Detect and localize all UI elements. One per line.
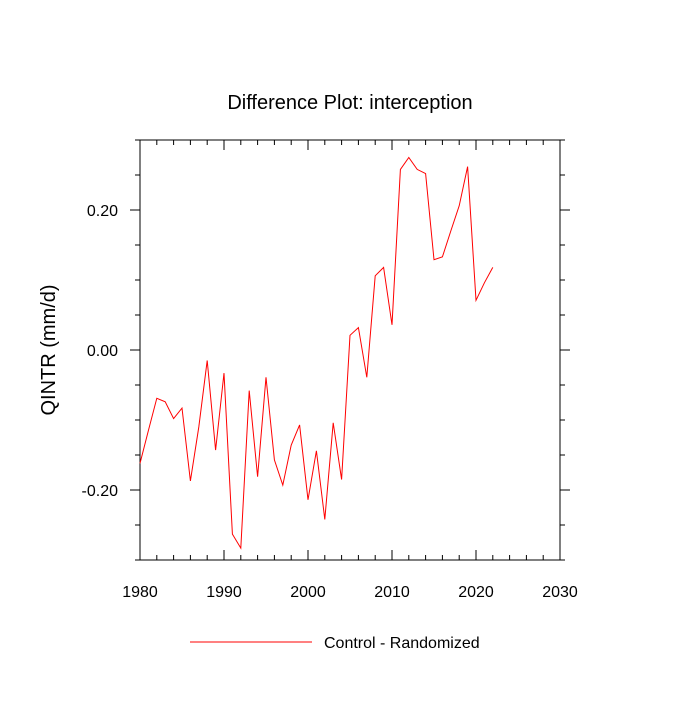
- series-line: [139, 156, 494, 550]
- x-tick-label: 2010: [374, 584, 410, 601]
- axis-ticks: [130, 139, 570, 561]
- legend-label: Control - Randomized: [324, 635, 480, 652]
- y-tick-label: 0.20: [87, 203, 118, 220]
- x-tick-label: 2000: [290, 584, 326, 601]
- y-tick-labels: -0.20 0.00 0.20: [82, 203, 119, 500]
- y-tick-label: -0.20: [82, 483, 119, 500]
- x-tick-label: 2030: [542, 584, 578, 601]
- x-tick-labels: 1980 1990 2000 2010 2020 2030: [122, 584, 578, 601]
- y-tick-label: 0.00: [87, 343, 118, 360]
- x-tick-label: 2020: [458, 584, 494, 601]
- plot-frame: [139, 139, 561, 561]
- x-tick-label: 1980: [122, 584, 158, 601]
- x-tick-label: 1990: [206, 584, 242, 601]
- chart-title: Difference Plot: interception: [227, 92, 472, 114]
- series-layer: [139, 156, 494, 550]
- y-axis-label: QINTR (mm/d): [38, 284, 60, 415]
